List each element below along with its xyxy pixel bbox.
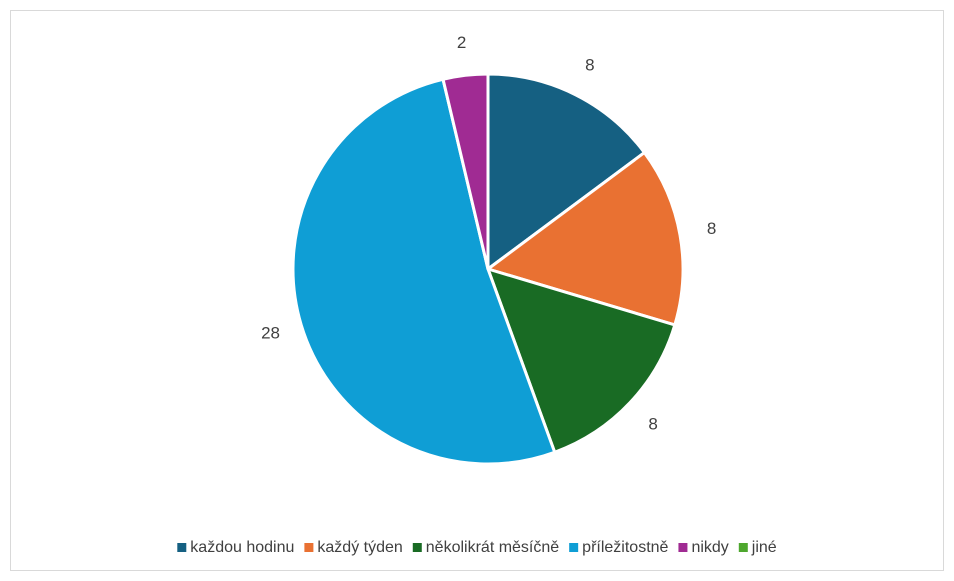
legend-swatch	[304, 543, 314, 552]
pie-slice	[486, 72, 646, 271]
data-label: 8	[585, 56, 594, 75]
legend: každou hodinu každý týden několikrát měsíč…	[177, 539, 777, 556]
legend-swatch	[569, 543, 579, 552]
legend-swatch	[412, 543, 422, 552]
data-label: 28	[261, 324, 280, 343]
legend-label: jiné	[751, 539, 777, 556]
data-label: 8	[707, 219, 716, 238]
pie-slice	[486, 267, 677, 454]
pie-slice	[291, 77, 557, 466]
legend-swatch	[678, 543, 688, 552]
data-label: 8	[648, 414, 657, 433]
legend-label: několikrát měsíčně	[426, 539, 559, 556]
pie-slice	[486, 151, 685, 327]
legend-swatch	[177, 543, 187, 552]
legend-label: nikdy	[691, 539, 728, 556]
legend-label: každý týden	[317, 539, 402, 556]
legend-label: každou hodinu	[190, 539, 294, 556]
data-label: 2	[457, 33, 466, 52]
legend-label: příležitostně	[582, 539, 668, 556]
legend-swatch	[738, 543, 748, 552]
